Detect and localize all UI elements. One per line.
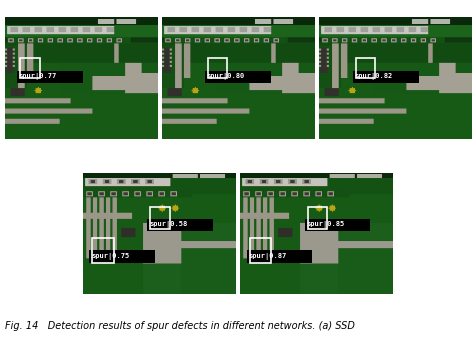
Bar [90, 250, 155, 263]
Bar [20, 58, 40, 78]
Bar [246, 250, 312, 263]
Text: spur|0.75: spur|0.75 [91, 253, 129, 260]
Bar [147, 219, 213, 231]
Text: spur|0.87: spur|0.87 [248, 253, 286, 260]
Text: Fig. 14   Detection results of spur defects in different networks. (a) SSD: Fig. 14 Detection results of spur defect… [5, 321, 355, 331]
Text: spur|0.80: spur|0.80 [206, 73, 245, 80]
Bar [92, 238, 114, 263]
Bar [150, 207, 170, 228]
Text: spur|0.58: spur|0.58 [149, 221, 187, 228]
Bar [208, 58, 228, 78]
Bar [205, 70, 271, 83]
Text: spur|0.77: spur|0.77 [18, 73, 57, 80]
Bar [353, 70, 419, 83]
Bar [250, 238, 271, 263]
Bar [17, 70, 83, 83]
Bar [308, 207, 328, 228]
Bar [304, 219, 371, 231]
Text: spur|0.85: spur|0.85 [306, 221, 344, 228]
Text: spur|0.82: spur|0.82 [354, 73, 392, 80]
Bar [356, 58, 375, 78]
